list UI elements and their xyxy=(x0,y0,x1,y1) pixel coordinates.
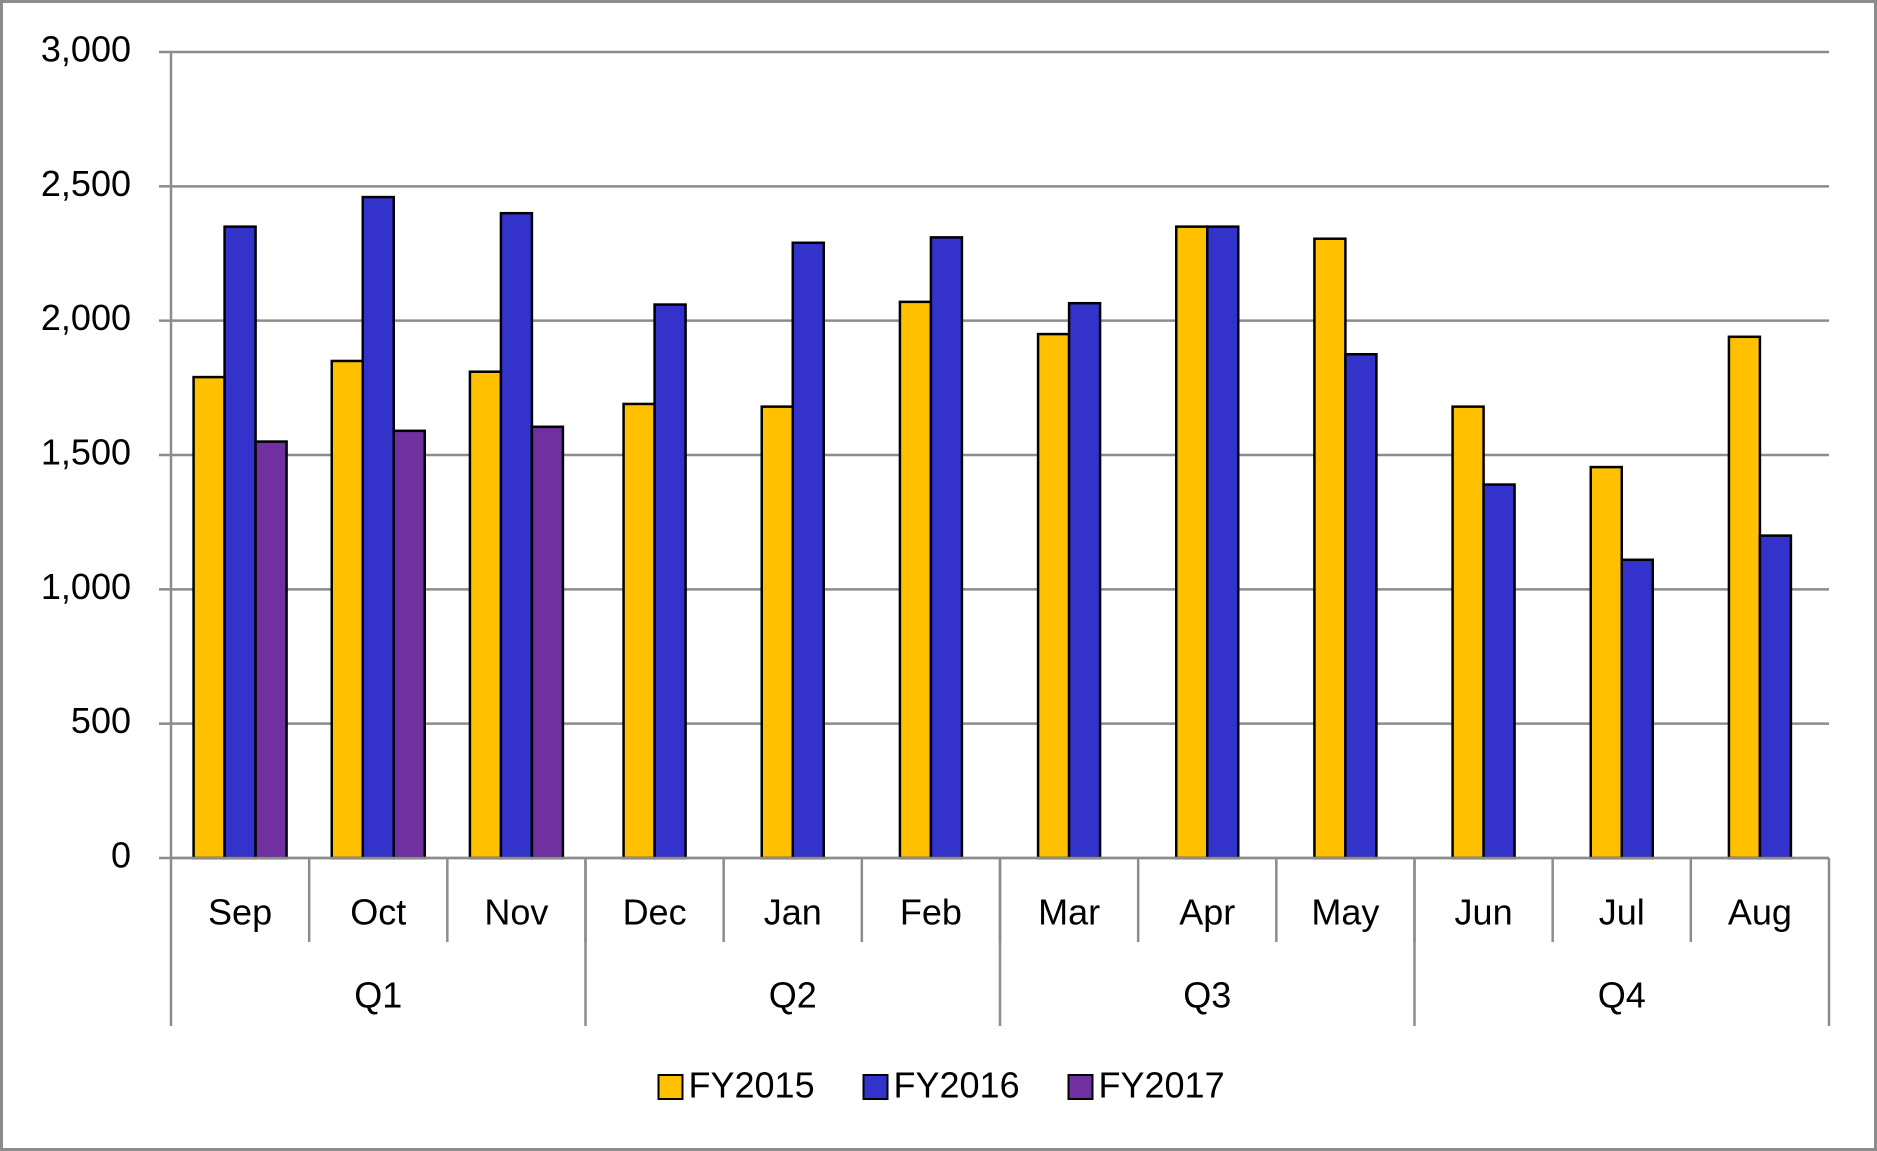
x-tick-label: Mar xyxy=(1038,892,1100,933)
x-tick-label: Dec xyxy=(623,892,687,933)
x-tick-label: Jan xyxy=(764,892,822,933)
bar xyxy=(1036,332,1071,860)
group-label: Q3 xyxy=(1183,975,1231,1016)
bar xyxy=(929,236,964,860)
bar xyxy=(1620,558,1654,860)
x-tick-label: Nov xyxy=(484,892,548,933)
bar xyxy=(530,425,565,860)
y-tick-label: 2,500 xyxy=(41,163,131,204)
x-tick-label: Feb xyxy=(900,892,962,933)
bar xyxy=(653,303,687,860)
bar xyxy=(254,440,288,860)
bar xyxy=(330,359,364,860)
x-tick-label: Jun xyxy=(1455,892,1513,933)
bar xyxy=(1067,301,1102,860)
group-label: Q1 xyxy=(354,975,402,1016)
y-tick-label: 2,000 xyxy=(41,297,131,338)
x-tick-label: May xyxy=(1311,892,1379,933)
legend-swatch xyxy=(1067,1074,1094,1100)
bar xyxy=(223,225,257,860)
x-tick-label: Oct xyxy=(350,892,406,933)
legend-label: FY2015 xyxy=(689,1065,815,1106)
bar xyxy=(1344,353,1378,860)
group-label: Q2 xyxy=(769,975,817,1016)
bar xyxy=(192,375,226,860)
y-tick-label: 1,500 xyxy=(41,432,131,473)
bar xyxy=(361,195,395,860)
y-tick-label: 0 xyxy=(111,835,131,876)
legend-label: FY2016 xyxy=(894,1065,1020,1106)
legend-swatch xyxy=(862,1074,889,1100)
bar xyxy=(1758,534,1793,860)
bar xyxy=(499,211,534,860)
bar xyxy=(468,370,503,860)
bar xyxy=(1727,335,1762,860)
x-tick-label: Sep xyxy=(208,892,272,933)
bar xyxy=(791,241,825,860)
group-label: Q4 xyxy=(1598,975,1646,1016)
y-tick-label: 3,000 xyxy=(41,29,131,70)
bar xyxy=(1482,483,1516,860)
bar xyxy=(1175,225,1209,860)
bar xyxy=(392,429,426,860)
y-tick-label: 500 xyxy=(71,700,131,741)
y-tick-label: 1,000 xyxy=(41,566,131,607)
bar xyxy=(1206,225,1240,860)
bar xyxy=(898,300,933,860)
legend-label: FY2017 xyxy=(1099,1065,1225,1106)
bar xyxy=(622,402,656,860)
bar xyxy=(1313,237,1347,860)
legend-swatch xyxy=(657,1074,684,1100)
bar xyxy=(1589,465,1623,860)
x-tick-label: Apr xyxy=(1179,892,1235,933)
x-tick-label: Aug xyxy=(1728,892,1792,933)
bar xyxy=(760,405,794,860)
x-tick-label: Jul xyxy=(1599,892,1645,933)
bar xyxy=(1451,405,1485,860)
